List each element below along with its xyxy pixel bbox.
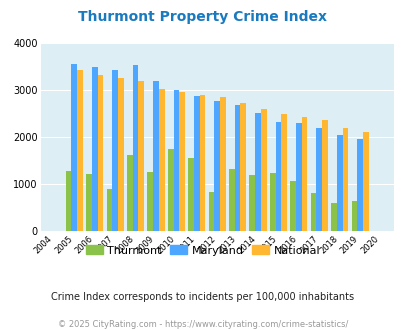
Bar — [138, 82, 144, 231]
Bar — [295, 123, 301, 231]
Bar — [301, 117, 307, 231]
Bar — [112, 70, 118, 231]
Bar — [315, 128, 321, 231]
Bar — [290, 181, 295, 231]
Text: © 2025 CityRating.com - https://www.cityrating.com/crime-statistics/: © 2025 CityRating.com - https://www.city… — [58, 320, 347, 329]
Bar — [208, 192, 214, 231]
Bar — [77, 70, 83, 231]
Bar — [71, 64, 77, 231]
Bar — [342, 128, 347, 231]
Bar — [281, 114, 286, 231]
Bar — [173, 90, 179, 231]
Bar — [179, 92, 185, 231]
Bar — [153, 82, 158, 231]
Bar — [228, 169, 234, 231]
Text: Thurmont Property Crime Index: Thurmont Property Crime Index — [78, 10, 327, 24]
Bar — [220, 96, 225, 231]
Bar — [310, 193, 315, 231]
Bar — [255, 114, 260, 231]
Bar — [362, 132, 368, 231]
Bar — [356, 139, 362, 231]
Bar — [158, 88, 164, 231]
Bar — [194, 96, 199, 231]
Bar — [188, 158, 194, 231]
Bar — [240, 103, 245, 231]
Bar — [330, 203, 336, 231]
Bar — [127, 155, 132, 231]
Bar — [118, 78, 124, 231]
Bar — [260, 109, 266, 231]
Legend: Thurmont, Maryland, National: Thurmont, Maryland, National — [81, 241, 324, 260]
Bar — [336, 135, 342, 231]
Bar — [147, 172, 153, 231]
Bar — [86, 174, 92, 231]
Bar — [234, 106, 240, 231]
Bar — [249, 175, 255, 231]
Bar — [275, 122, 281, 231]
Bar — [97, 75, 103, 231]
Bar — [351, 201, 356, 231]
Bar — [214, 101, 220, 231]
Bar — [321, 120, 327, 231]
Bar — [106, 189, 112, 231]
Bar — [269, 173, 275, 231]
Bar — [167, 149, 173, 231]
Bar — [66, 171, 71, 231]
Bar — [92, 67, 97, 231]
Bar — [132, 65, 138, 231]
Bar — [199, 95, 205, 231]
Text: Crime Index corresponds to incidents per 100,000 inhabitants: Crime Index corresponds to incidents per… — [51, 292, 354, 302]
